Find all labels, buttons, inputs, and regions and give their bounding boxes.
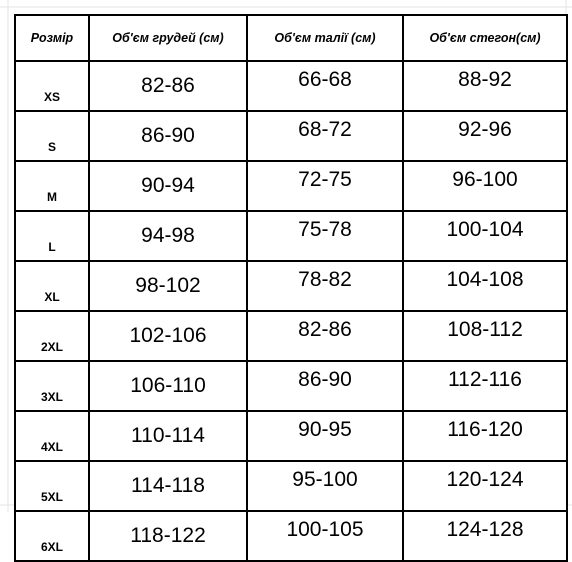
- table-row: XL 98-102 78-82 104-108: [14, 260, 568, 312]
- waist-cell: 95-100: [246, 460, 404, 512]
- header-row: Розмір Об'єм грудей (см) Об'єм талії (см…: [14, 14, 568, 62]
- header-waist: Об'єм талії (см): [246, 14, 404, 62]
- table-row: M 90-94 72-75 96-100: [14, 160, 568, 212]
- size-cell: 5XL: [14, 460, 90, 512]
- size-cell: S: [14, 110, 90, 162]
- waist-cell: 90-95: [246, 410, 404, 462]
- chest-cell: 82-86: [88, 60, 248, 112]
- waist-cell: 72-75: [246, 160, 404, 212]
- chest-cell: 94-98: [88, 210, 248, 262]
- size-cell: 6XL: [14, 510, 90, 562]
- waist-cell: 75-78: [246, 210, 404, 262]
- table-row: 3XL 106-110 86-90 112-116: [14, 360, 568, 412]
- waist-cell: 68-72: [246, 110, 404, 162]
- size-cell: 3XL: [14, 360, 90, 412]
- hips-cell: 120-124: [402, 460, 568, 512]
- hips-cell: 100-104: [402, 210, 568, 262]
- size-chart-table: Розмір Об'єм грудей (см) Об'єм талії (см…: [14, 14, 568, 562]
- hips-cell: 104-108: [402, 260, 568, 312]
- hips-cell: 112-116: [402, 360, 568, 412]
- hips-cell: 96-100: [402, 160, 568, 212]
- table-row: L 94-98 75-78 100-104: [14, 210, 568, 262]
- table-row: 5XL 114-118 95-100 120-124: [14, 460, 568, 512]
- table-row: 6XL 118-122 100-105 124-128: [14, 510, 568, 562]
- hips-cell: 92-96: [402, 110, 568, 162]
- size-cell: M: [14, 160, 90, 212]
- hips-cell: 108-112: [402, 310, 568, 362]
- table-row: S 86-90 68-72 92-96: [14, 110, 568, 162]
- table-row: 4XL 110-114 90-95 116-120: [14, 410, 568, 462]
- waist-cell: 82-86: [246, 310, 404, 362]
- waist-cell: 100-105: [246, 510, 404, 562]
- chest-cell: 102-106: [88, 310, 248, 362]
- table-row: XS 82-86 66-68 88-92: [14, 60, 568, 112]
- chest-cell: 90-94: [88, 160, 248, 212]
- header-size: Розмір: [14, 14, 90, 62]
- chest-cell: 98-102: [88, 260, 248, 312]
- waist-cell: 86-90: [246, 360, 404, 412]
- chest-cell: 86-90: [88, 110, 248, 162]
- header-chest: Об'єм грудей (см): [88, 14, 248, 62]
- size-cell: 4XL: [14, 410, 90, 462]
- size-cell: L: [14, 210, 90, 262]
- size-cell: XL: [14, 260, 90, 312]
- hips-cell: 88-92: [402, 60, 568, 112]
- chest-cell: 118-122: [88, 510, 248, 562]
- header-hips: Об'єм стегон(см): [402, 14, 568, 62]
- waist-cell: 66-68: [246, 60, 404, 112]
- size-cell: XS: [14, 60, 90, 112]
- chest-cell: 106-110: [88, 360, 248, 412]
- waist-cell: 78-82: [246, 260, 404, 312]
- size-cell: 2XL: [14, 310, 90, 362]
- table-row: 2XL 102-106 82-86 108-112: [14, 310, 568, 362]
- hips-cell: 116-120: [402, 410, 568, 462]
- hips-cell: 124-128: [402, 510, 568, 562]
- chest-cell: 110-114: [88, 410, 248, 462]
- chest-cell: 114-118: [88, 460, 248, 512]
